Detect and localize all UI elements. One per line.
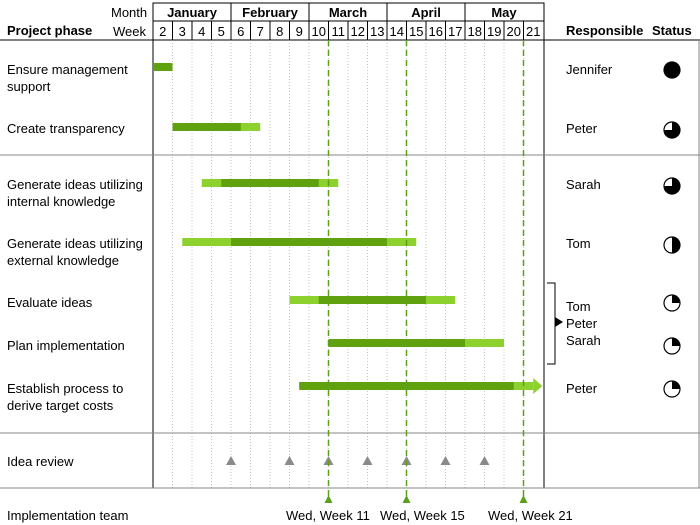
month-label: February: [242, 5, 298, 20]
responsible-name: Tom: [566, 236, 591, 251]
actual-bar: [318, 296, 426, 304]
review-marker: [362, 456, 373, 465]
status-fill: [672, 381, 680, 389]
actual-bar: [328, 339, 465, 347]
review-marker: [479, 456, 490, 465]
week-axis-label: Week: [113, 24, 146, 39]
group-bracket: [547, 282, 556, 365]
status-fill: [672, 237, 680, 253]
bar-arrow: [533, 378, 543, 394]
status-fill: [664, 178, 680, 194]
responsible-name: Peter: [566, 381, 598, 396]
responsible-group: Tom Peter Sarah: [566, 299, 601, 348]
week-tick-label: 8: [276, 24, 283, 39]
review-marker: [226, 456, 236, 465]
week-tick-label: 17: [448, 24, 462, 39]
task-label: Plan implementation: [7, 338, 125, 353]
implementation-team-label: Implementation team: [7, 508, 129, 523]
responsible-header: Responsible: [566, 23, 644, 38]
milestone-label: Wed, Week 15: [380, 508, 465, 523]
task-label: Generate ideas utilizing external knowled…: [7, 236, 143, 268]
milestone-label: Wed, Week 21: [488, 508, 573, 523]
actual-bar: [172, 123, 241, 131]
week-tick-label: 2: [159, 24, 166, 39]
week-tick-label: 3: [179, 24, 186, 39]
week-tick-label: 10: [312, 24, 326, 39]
responsible-name: Peter: [566, 121, 598, 136]
week-tick-label: 7: [257, 24, 264, 39]
week-tick-label: 14: [390, 24, 404, 39]
week-tick-label: 9: [296, 24, 303, 39]
week-tick-label: 12: [351, 24, 365, 39]
milestone-label: Wed, Week 11: [286, 508, 370, 523]
actual-bar: [153, 63, 173, 71]
week-tick-label: 21: [526, 24, 540, 39]
month-label: May: [491, 5, 517, 20]
month-axis-label: Month: [111, 5, 148, 20]
milestone-marker: [402, 495, 411, 503]
responsible-name: Jennifer: [566, 62, 613, 77]
week-tick-label: 16: [429, 24, 443, 39]
project-phase-header: Project phase: [7, 23, 93, 38]
status-fill: [664, 62, 680, 78]
month-label: April: [411, 5, 441, 20]
review-marker: [284, 456, 295, 465]
status-fill: [672, 338, 680, 346]
week-tick-label: 19: [487, 24, 501, 39]
actual-bar: [231, 238, 387, 246]
idea-review-label: Idea review: [7, 454, 74, 469]
milestone-marker: [324, 495, 333, 503]
task-label: Establish process to derive target costs: [7, 381, 124, 413]
task-label: Create transparency: [7, 121, 125, 136]
month-label: January: [167, 5, 218, 20]
week-tick-label: 5: [218, 24, 225, 39]
task-label: Evaluate ideas: [7, 295, 93, 310]
actual-bar: [299, 382, 514, 390]
week-tick-label: 20: [507, 24, 521, 39]
week-tick-label: 6: [237, 24, 244, 39]
status-fill: [672, 295, 680, 303]
milestone-marker: [519, 495, 528, 503]
week-tick-label: 4: [198, 24, 205, 39]
status-header: Status: [652, 23, 692, 38]
group-bracket-pointer: [555, 317, 563, 327]
review-marker: [440, 456, 451, 465]
actual-bar: [221, 179, 319, 187]
status-fill: [664, 122, 680, 138]
week-tick-label: 15: [409, 24, 423, 39]
month-label: March: [329, 5, 367, 20]
task-label: Ensure management support: [7, 62, 128, 94]
week-tick-label: 13: [370, 24, 384, 39]
responsible-name: Sarah: [566, 177, 601, 192]
week-tick-label: 18: [468, 24, 482, 39]
task-label: Generate ideas utilizing internal knowled…: [7, 177, 143, 209]
week-tick-label: 11: [332, 24, 346, 39]
